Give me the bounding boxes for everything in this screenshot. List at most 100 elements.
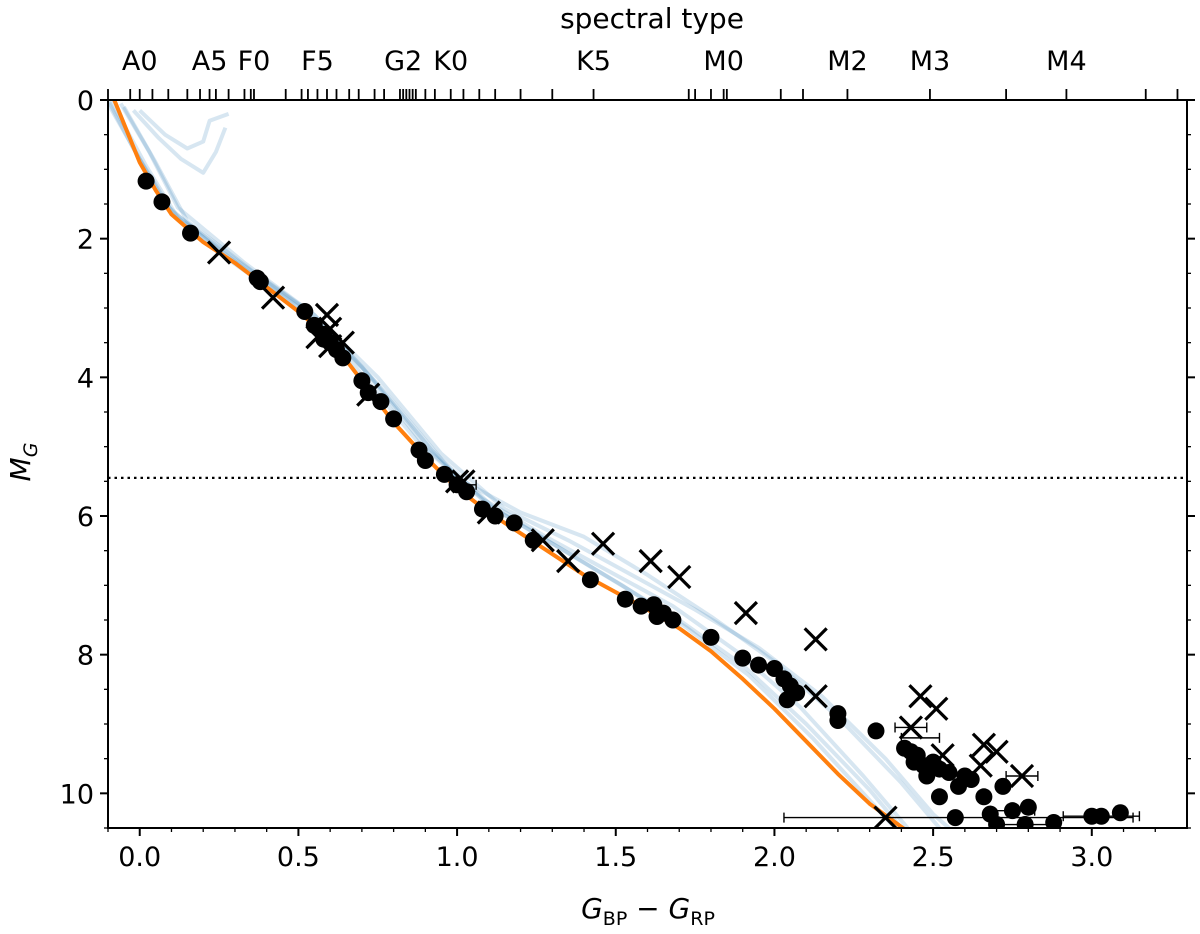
isochrone-layer (108, 100, 951, 828)
data-point-34 (750, 656, 768, 674)
data-point-2 (182, 224, 200, 242)
spectral-label-F0: F0 (238, 46, 271, 77)
spectral-label-A5: A5 (192, 46, 228, 77)
y-tick-label: 2 (77, 225, 94, 256)
spectral-label-G2: G2 (384, 46, 422, 77)
data-point-5 (296, 302, 314, 320)
spectral-label-K0: K0 (433, 46, 468, 77)
data-point-62 (988, 816, 1006, 828)
x-tick-label: 2.0 (753, 842, 796, 873)
data-point-31 (664, 611, 682, 629)
x-tick-label: 1.5 (594, 842, 637, 873)
data-point-10 (334, 349, 352, 367)
data-point-21 (473, 500, 491, 518)
data-point-0 (137, 172, 155, 190)
data-point-4 (251, 273, 269, 291)
data-point-25 (581, 571, 599, 589)
data-point-17 (416, 452, 434, 470)
isochrone-6 (108, 100, 910, 828)
isochrone-5 (118, 102, 942, 828)
x-title-main: G (581, 892, 603, 925)
cross-marker-16 (733, 600, 759, 626)
spectral-label-K5: K5 (576, 46, 611, 77)
x-tick-label: 0.0 (118, 842, 161, 873)
x-axis-title: GBP − GRP (581, 892, 715, 930)
data-point-27 (632, 597, 650, 615)
x-tick-label: 2.5 (912, 842, 955, 873)
plot-frame (107, 99, 1188, 829)
x-title-main-2: G (669, 892, 691, 925)
data-point-24 (524, 531, 542, 549)
cross-marker-21 (898, 715, 924, 740)
data-point-42 (867, 722, 885, 740)
data-point-1 (153, 193, 171, 211)
data-point-26 (616, 590, 634, 608)
cross-marker-0 (206, 240, 232, 265)
y-axis-title: MG (4, 443, 42, 482)
data-point-61 (1019, 798, 1037, 816)
data-point-58 (946, 809, 964, 827)
cross-marker-18 (803, 684, 828, 709)
x-title-sub2: RP (690, 908, 715, 930)
spectral-label-A0: A0 (122, 46, 158, 77)
data-point-23 (505, 514, 523, 532)
y-axis: 0 2 4 6 8 10 (60, 86, 1195, 829)
spectral-label-M2: M2 (827, 46, 867, 77)
isochrone-2 (109, 100, 897, 828)
data-point-66 (1092, 807, 1110, 825)
isochrone-3 (138, 108, 230, 151)
cross-marker-13 (590, 531, 616, 556)
data-point-15 (385, 410, 403, 428)
point-layer (137, 172, 1129, 828)
data-point-67 (1111, 804, 1129, 822)
x-axis: 0.0 0.5 1.0 1.5 2.0 2.5 3.0 (107, 828, 1156, 873)
data-point-56 (975, 788, 993, 806)
plot-area (108, 100, 1187, 828)
cross-marker-12 (556, 548, 581, 574)
data-point-41 (829, 712, 847, 730)
y-title-sub: G (20, 443, 42, 458)
errorbar-layer (456, 479, 1141, 828)
data-point-51 (918, 767, 936, 785)
x-title-minus: − (627, 892, 668, 925)
cross-layer (206, 240, 1035, 828)
data-point-11 (315, 330, 333, 348)
data-point-39 (778, 691, 796, 709)
data-point-50 (940, 764, 958, 782)
cross-marker-15 (667, 564, 692, 590)
spectral-label-M3: M3 (910, 46, 950, 77)
data-point-64 (1045, 813, 1063, 828)
cross-marker-14 (638, 548, 663, 574)
data-point-13 (359, 384, 377, 402)
cross-marker-27 (873, 805, 898, 828)
cross-marker-26 (1009, 763, 1035, 789)
data-point-18 (435, 465, 453, 483)
data-point-53 (962, 770, 980, 788)
cross-marker-1 (260, 285, 286, 310)
y-title-main: M (4, 457, 37, 481)
x-title-sub1: BP (603, 908, 628, 930)
data-point-54 (950, 777, 968, 795)
data-point-14 (372, 393, 390, 411)
top-spectral-ticks: A0 A5 F0 F5 G2 K0 K5 M0 M2 M3 M4 (107, 46, 1179, 100)
isochrone-4 (131, 109, 228, 175)
y-tick-label: 4 (77, 363, 94, 394)
model-line (112, 100, 907, 828)
data-point-57 (994, 777, 1012, 795)
cross-marker-17 (803, 627, 828, 652)
isochrone-1 (122, 105, 951, 828)
data-point-22 (486, 507, 504, 525)
data-point-32 (702, 628, 720, 646)
cross-marker-23 (971, 732, 997, 757)
y-tick-label: 6 (77, 502, 94, 533)
spectral-label-M4: M4 (1046, 46, 1086, 77)
x-tick-label: 1.0 (436, 842, 479, 873)
spectral-label-M0: M0 (703, 46, 743, 77)
data-point-33 (734, 649, 752, 667)
data-point-60 (1003, 802, 1021, 820)
cross-marker-19 (908, 684, 933, 709)
x-tick-label: 0.5 (277, 842, 320, 873)
x-tick-label: 3.0 (1070, 842, 1113, 873)
data-point-20 (458, 483, 476, 501)
top-axis-title: spectral type (560, 2, 744, 35)
